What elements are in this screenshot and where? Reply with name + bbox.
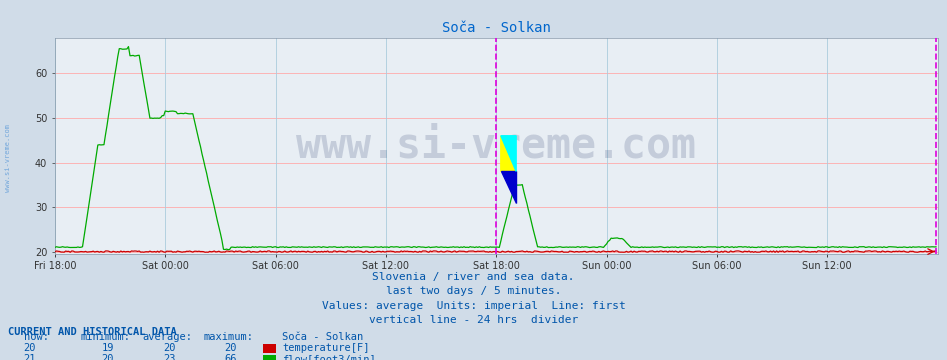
Polygon shape xyxy=(501,171,516,203)
Text: Values: average  Units: imperial  Line: first: Values: average Units: imperial Line: fi… xyxy=(322,301,625,311)
Text: Slovenia / river and sea data.: Slovenia / river and sea data. xyxy=(372,272,575,282)
Text: 66: 66 xyxy=(224,354,237,360)
Text: 20: 20 xyxy=(163,343,175,353)
Text: 19: 19 xyxy=(101,343,114,353)
Text: 20: 20 xyxy=(224,343,237,353)
Text: www.si-vreme.com: www.si-vreme.com xyxy=(5,125,10,192)
Text: www.si-vreme.com: www.si-vreme.com xyxy=(296,125,696,167)
Text: flow[foot3/min]: flow[foot3/min] xyxy=(282,354,376,360)
Text: 20: 20 xyxy=(24,343,36,353)
Polygon shape xyxy=(501,136,516,171)
Polygon shape xyxy=(501,136,516,171)
Text: minimum:: minimum: xyxy=(80,332,131,342)
Text: Soča - Solkan: Soča - Solkan xyxy=(282,332,364,342)
Text: average:: average: xyxy=(142,332,192,342)
Text: temperature[F]: temperature[F] xyxy=(282,343,369,353)
Text: vertical line - 24 hrs  divider: vertical line - 24 hrs divider xyxy=(369,315,578,325)
Text: 21: 21 xyxy=(24,354,36,360)
Text: CURRENT AND HISTORICAL DATA: CURRENT AND HISTORICAL DATA xyxy=(8,327,176,337)
Text: now:: now: xyxy=(24,332,48,342)
Title: Soča - Solkan: Soča - Solkan xyxy=(442,21,550,35)
Text: 23: 23 xyxy=(163,354,175,360)
Text: 20: 20 xyxy=(101,354,114,360)
Text: last two days / 5 minutes.: last two days / 5 minutes. xyxy=(385,286,562,296)
Text: maximum:: maximum: xyxy=(204,332,254,342)
